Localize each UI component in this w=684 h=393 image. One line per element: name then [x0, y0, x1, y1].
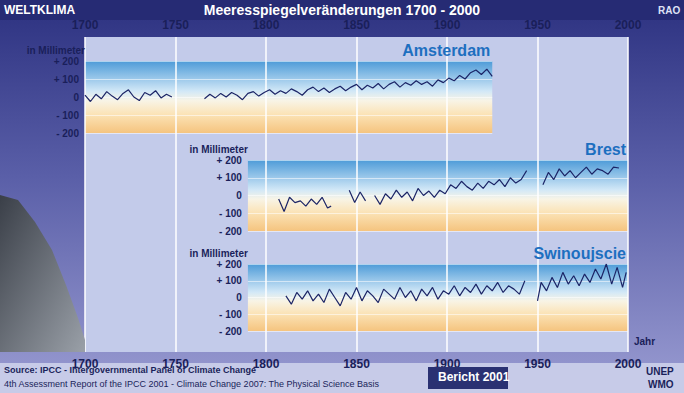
svg-text:0: 0 — [236, 292, 242, 303]
svg-text:Bericht 2001: Bericht 2001 — [438, 370, 510, 384]
svg-text:1750: 1750 — [162, 18, 189, 32]
svg-text:+ 200: + 200 — [217, 259, 243, 270]
svg-text:Source: IPCC - Intergovernment: Source: IPCC - Intergovernmental Panel o… — [4, 365, 256, 375]
svg-text:+ 100: + 100 — [54, 74, 80, 85]
svg-text:in Millimeter: in Millimeter — [27, 45, 85, 56]
svg-text:+ 200: + 200 — [217, 155, 243, 166]
svg-text:- 100: - 100 — [56, 110, 79, 121]
svg-text:- 200: - 200 — [56, 128, 79, 139]
svg-text:2000: 2000 — [615, 18, 642, 32]
svg-text:4th Assessment Report of the I: 4th Assessment Report of the IPCC 2001 -… — [4, 379, 380, 389]
svg-text:2000: 2000 — [615, 357, 642, 371]
svg-text:0: 0 — [73, 92, 79, 103]
svg-text:1900: 1900 — [434, 18, 461, 32]
svg-text:1800: 1800 — [253, 18, 280, 32]
svg-text:1700: 1700 — [72, 18, 99, 32]
svg-text:0: 0 — [236, 190, 242, 201]
svg-text:RAO: RAO — [658, 5, 680, 16]
svg-text:- 100: - 100 — [219, 208, 242, 219]
svg-text:in Millimeter: in Millimeter — [190, 144, 248, 155]
svg-text:1900: 1900 — [433, 357, 461, 371]
svg-text:- 200: - 200 — [219, 226, 242, 237]
svg-text:1950: 1950 — [524, 357, 551, 371]
svg-text:1850: 1850 — [343, 357, 370, 371]
svg-text:1950: 1950 — [524, 18, 551, 32]
svg-text:+ 100: + 100 — [217, 275, 243, 286]
svg-text:Jahr: Jahr — [634, 336, 655, 347]
svg-text:1800: 1800 — [253, 357, 280, 371]
svg-text:Brest: Brest — [585, 141, 627, 158]
svg-text:+ 200: + 200 — [54, 56, 80, 67]
svg-text:in Millimeter: in Millimeter — [190, 248, 248, 259]
svg-text:- 100: - 100 — [219, 309, 242, 320]
svg-text:+ 100: + 100 — [217, 172, 243, 183]
svg-text:- 200: - 200 — [219, 326, 242, 337]
svg-text:Swinoujscie: Swinoujscie — [534, 245, 627, 262]
svg-text:Amsterdam: Amsterdam — [402, 42, 490, 59]
svg-text:WELTKLIMA: WELTKLIMA — [4, 3, 75, 17]
svg-text:1850: 1850 — [343, 18, 370, 32]
svg-text:WMO: WMO — [648, 379, 674, 390]
svg-text:UNEP: UNEP — [646, 366, 674, 377]
svg-text:Meeresspiegelveränderungen 170: Meeresspiegelveränderungen 1700 - 2000 — [204, 2, 480, 18]
